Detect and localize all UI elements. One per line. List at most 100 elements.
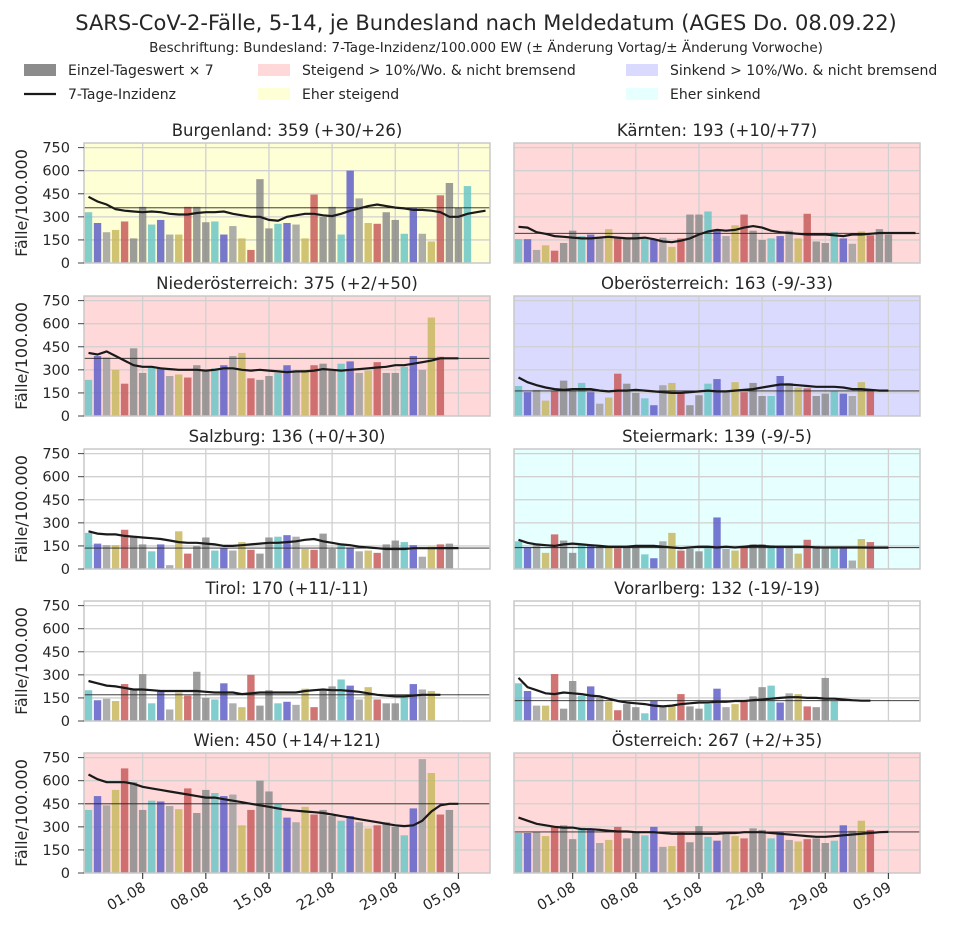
bar (749, 230, 757, 263)
bar (523, 833, 532, 873)
bar (274, 536, 282, 569)
bar (166, 709, 174, 721)
bar (120, 529, 129, 569)
bar (156, 691, 165, 721)
bar (184, 695, 192, 721)
bar (704, 704, 712, 721)
x-tick-label: 15.08 (231, 880, 275, 915)
bar (541, 705, 550, 721)
bar (677, 832, 685, 873)
bar (337, 363, 345, 416)
panel-title: Steiermark: 139 (-9/-5) (622, 427, 812, 446)
bar (445, 543, 454, 569)
panel-title: Oberösterreich: 163 (-9/-33) (601, 274, 833, 293)
bar (559, 540, 568, 569)
bar (623, 838, 631, 873)
bar (346, 547, 354, 569)
bar (794, 694, 802, 721)
bar (767, 685, 775, 721)
bar (758, 829, 766, 873)
bar (650, 239, 658, 263)
bar (641, 554, 649, 569)
legend-swatch (258, 88, 290, 100)
bar (292, 536, 300, 569)
y-tick-label: 750 (42, 751, 70, 767)
bar (391, 540, 399, 569)
incidence-line (518, 538, 889, 550)
bar (632, 833, 640, 873)
bar (740, 214, 748, 263)
legend-label: Sinkend > 10%/Wo. & nicht bremsend (670, 63, 937, 79)
bar (337, 544, 345, 569)
bar (605, 839, 613, 873)
y-tick-label: 300 (42, 668, 70, 684)
bar (292, 224, 300, 263)
bar (283, 817, 291, 873)
bar (292, 822, 300, 873)
panel-frame (83, 448, 491, 570)
y-tick-label: 450 (42, 493, 70, 509)
bar (247, 674, 255, 721)
bar (220, 683, 228, 721)
bar (839, 825, 848, 873)
bar (418, 689, 427, 721)
bar (93, 356, 102, 416)
y-tick-label: 0 (61, 409, 70, 425)
panel-title: Kärnten: 193 (+10/+77) (617, 121, 817, 140)
bar (337, 820, 345, 873)
bar (848, 396, 857, 416)
bar (427, 241, 436, 263)
bar (713, 379, 721, 416)
bar (400, 835, 408, 873)
bar (409, 684, 418, 721)
bar (400, 366, 408, 416)
bar (758, 687, 766, 721)
bar (632, 545, 640, 569)
bar (857, 539, 866, 569)
bar (238, 542, 246, 569)
bar (283, 535, 291, 569)
bar (523, 239, 532, 263)
bar (740, 701, 748, 721)
legend-label: 7-Tage-Inzidenz (68, 87, 176, 103)
panel-title: Tirol: 170 (+11/-11) (204, 579, 368, 598)
bar (731, 382, 739, 416)
y-tick-label: 750 (42, 599, 70, 615)
bar (812, 707, 820, 721)
panel-8: Vorarlberg: 132 (-19/-19) (513, 579, 921, 722)
bar (111, 369, 120, 416)
bar (821, 243, 829, 263)
bar (238, 352, 246, 416)
panel-frame (513, 295, 921, 417)
bar (749, 696, 757, 721)
bar (749, 828, 757, 873)
bar (677, 238, 685, 263)
bar (175, 809, 183, 873)
bar (193, 671, 201, 721)
legend-label: Steigend > 10%/Wo. & nicht bremsend (302, 63, 576, 79)
bar (84, 379, 93, 416)
bar (514, 683, 523, 721)
bar (785, 230, 793, 263)
bar (256, 780, 264, 873)
bar (418, 759, 427, 873)
bar (319, 809, 327, 873)
bar (436, 195, 445, 263)
bar (328, 206, 336, 263)
x-tick-label: 29.08 (357, 880, 401, 915)
panel-6: Steiermark: 139 (-9/-5) (513, 427, 921, 570)
bar (821, 843, 829, 873)
bar (857, 231, 866, 263)
bar (776, 702, 784, 721)
bar (839, 548, 848, 569)
bar (147, 551, 156, 569)
panels: Burgenland: 359 (+30/+26) 0 150 300 450 600 75… (12, 121, 921, 915)
bar (731, 550, 739, 569)
y-axis-label: Fälle/100.000 (12, 607, 31, 715)
bar (568, 839, 577, 873)
bar (211, 699, 219, 721)
bar (541, 836, 550, 873)
bar (301, 238, 309, 263)
panel-frame (513, 600, 921, 722)
bar (328, 686, 336, 721)
